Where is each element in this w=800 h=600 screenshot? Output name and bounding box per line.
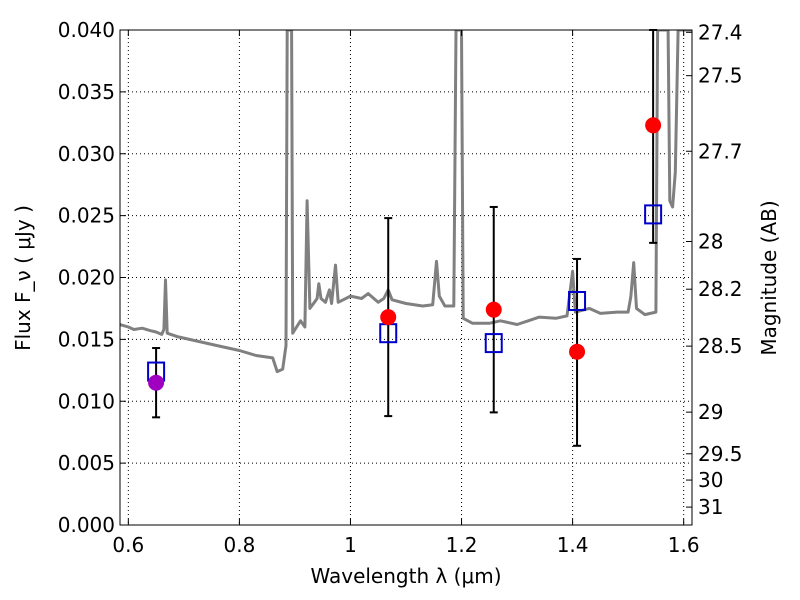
model-spectrum-line — [120, 30, 692, 374]
tick-labels: 0.6 0.8 1 1.2 1.4 1.6 0.000 0.005 0.010 0.015 0.02… — [58, 18, 743, 557]
y-tick-label: 0.010 — [58, 389, 115, 413]
x-tick-label: 0.8 — [223, 533, 255, 557]
x-tick-label: 1 — [344, 533, 357, 557]
right-tick-label: 28.2 — [698, 277, 743, 301]
y-tick-label: 0.015 — [58, 327, 115, 351]
x-tick-label: 1.6 — [668, 533, 700, 557]
ticks — [120, 29, 692, 526]
observed-flux-point — [485, 301, 502, 318]
x-tick-label: 1.4 — [557, 533, 589, 557]
y-tick-label: 0.040 — [58, 18, 115, 42]
y-tick-label: 0.005 — [58, 451, 115, 475]
right-tick-label: 27.5 — [698, 64, 743, 88]
right-tick-label: 31 — [698, 495, 723, 519]
y-tick-label: 0.025 — [58, 204, 115, 228]
y-tick-label: 0.000 — [58, 513, 115, 537]
observed-flux-point — [645, 117, 662, 134]
y-tick-label: 0.030 — [58, 142, 115, 166]
observed-flux-point — [148, 374, 165, 391]
model-flux-square — [484, 333, 503, 354]
right-tick-label: 28 — [698, 229, 723, 253]
right-axis-title: Magnitude (AB) — [757, 200, 781, 355]
model-flux-square — [568, 291, 587, 312]
model-flux-square — [644, 204, 663, 225]
y-tick-label: 0.035 — [58, 80, 115, 104]
right-tick-label: 27.4 — [698, 20, 743, 44]
x-tick-label: 0.6 — [112, 533, 144, 557]
right-tick-label: 28.5 — [698, 334, 743, 358]
y-tick-label: 0.020 — [58, 266, 115, 290]
x-tick-label: 1.2 — [446, 533, 478, 557]
right-tick-label: 29.5 — [698, 442, 743, 466]
x-axis-title: Wavelength λ (μm) — [310, 564, 501, 588]
right-tick-label: 29 — [698, 400, 723, 424]
right-tick-label: 30 — [698, 468, 723, 492]
y-axis-title: Flux F_ν ( μJy ) — [11, 205, 35, 351]
plot-content — [120, 29, 692, 447]
plot-background — [120, 30, 692, 525]
observed-flux-point — [380, 309, 397, 326]
observed-flux-point — [569, 343, 586, 360]
right-tick-label: 27.7 — [698, 139, 743, 163]
